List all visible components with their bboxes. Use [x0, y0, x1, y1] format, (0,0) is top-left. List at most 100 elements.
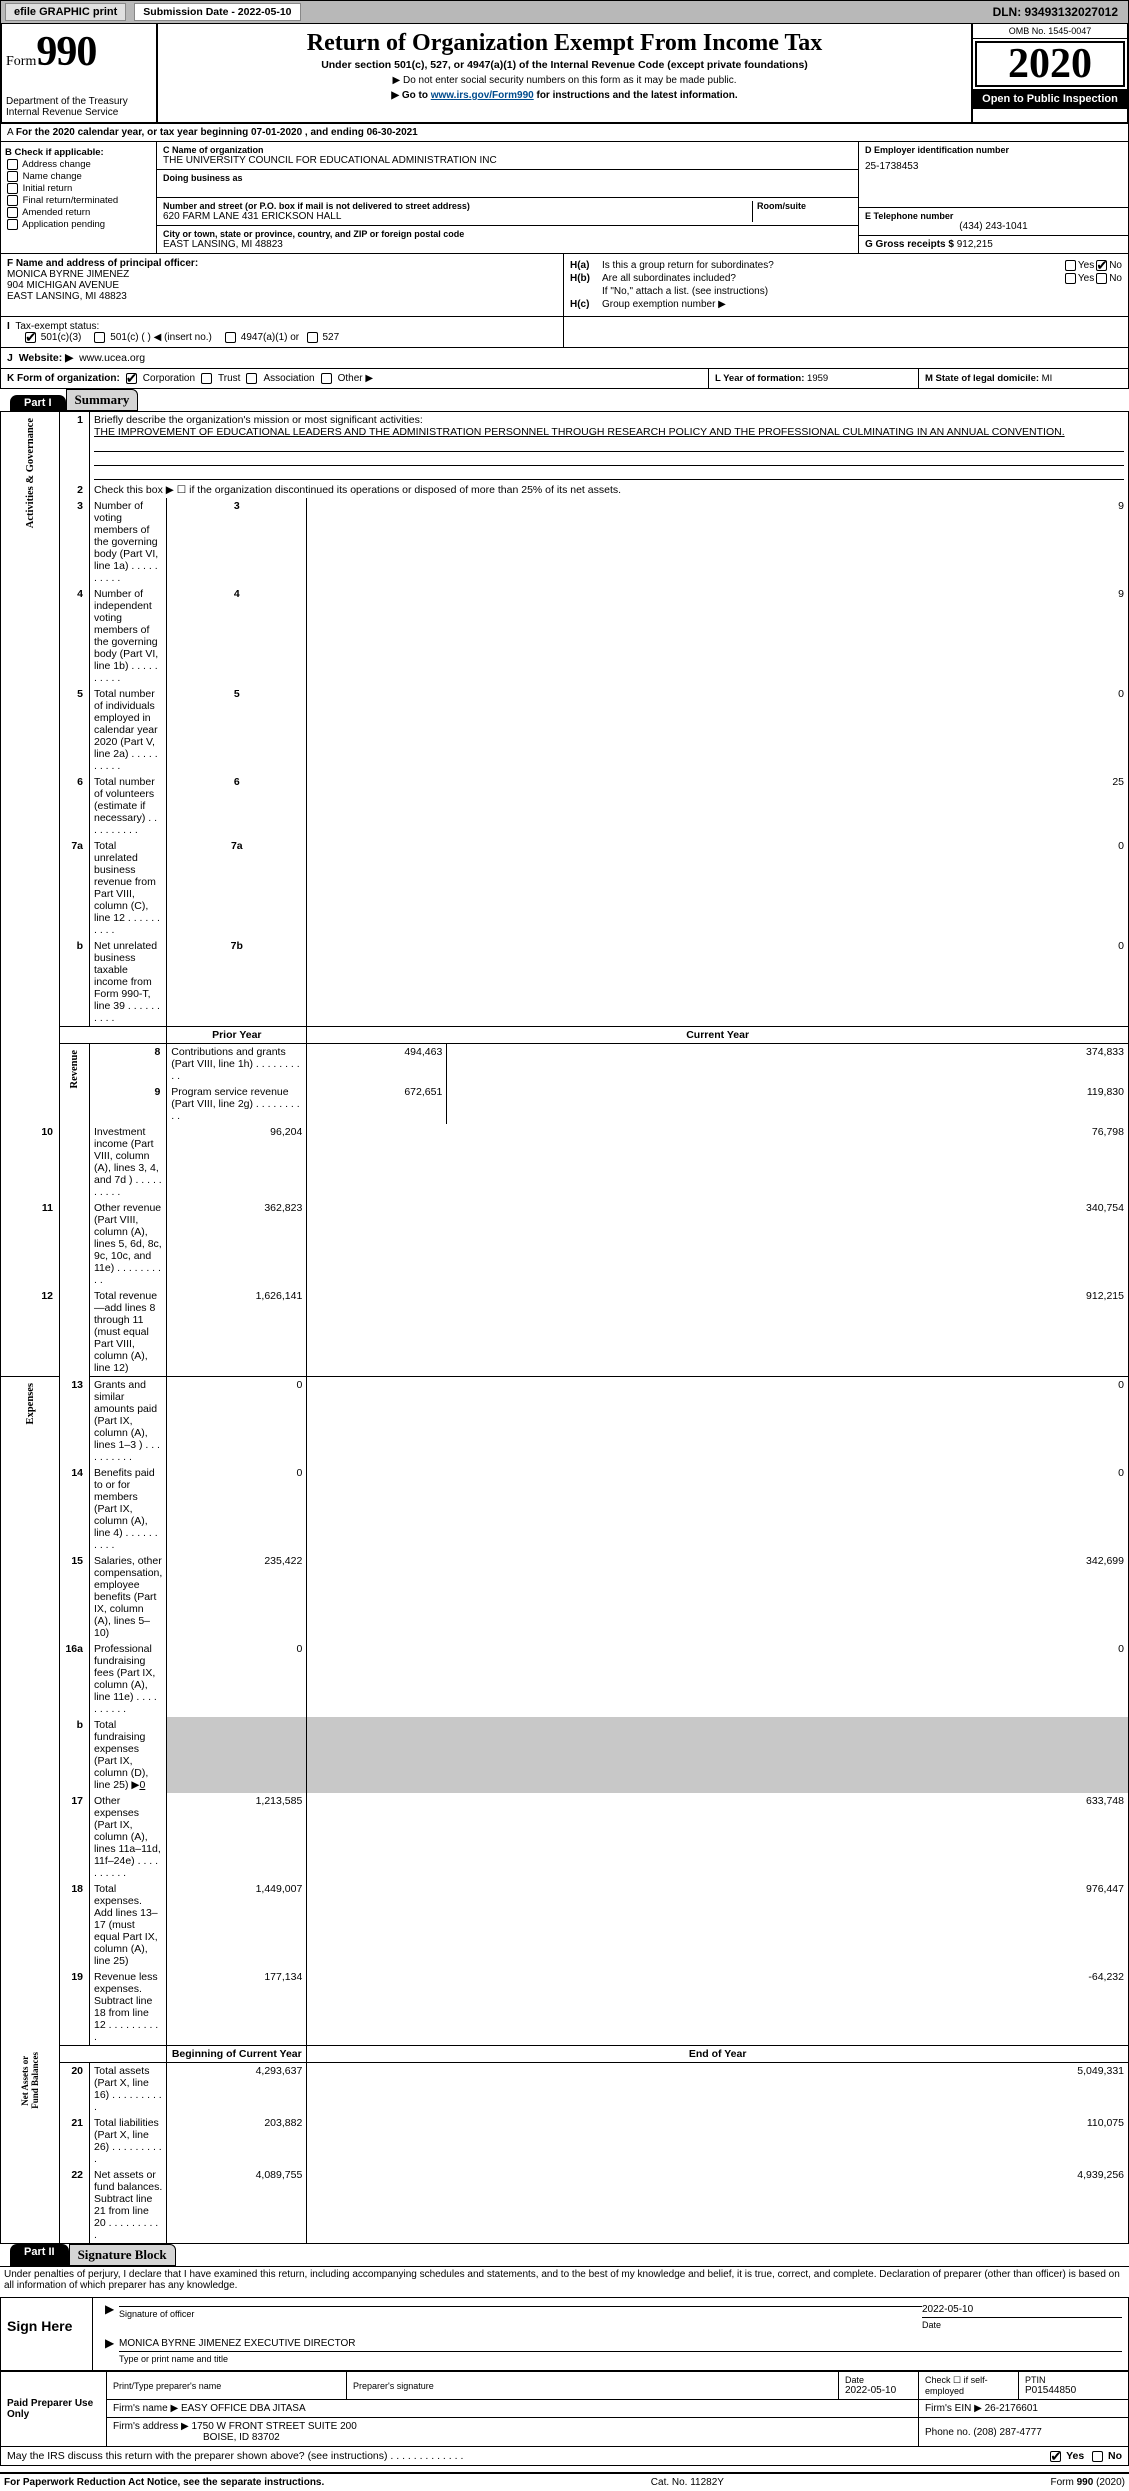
f-label: F Name and address of principal officer: [7, 258, 198, 269]
form-subtitle: Under section 501(c), 527, or 4947(a)(1)… [164, 59, 965, 71]
omb-number: OMB No. 1545-0047 [973, 24, 1127, 39]
check-amended[interactable] [7, 207, 18, 218]
officer-addr2: EAST LANSING, MI 48823 [7, 291, 127, 302]
check-final-return[interactable] [7, 195, 18, 206]
ein-value: 25-1738453 [865, 161, 1122, 172]
hdr-end: End of Year [307, 2046, 1129, 2063]
line7b-label: Net unrelated business taxable income fr… [90, 938, 167, 1027]
line3-val: 9 [307, 498, 1129, 586]
m-label: M State of legal domicile: [925, 373, 1039, 384]
discuss-no[interactable] [1092, 2451, 1103, 2462]
c-name-label: C Name of organization [163, 145, 852, 155]
note-link: ▶ Go to www.irs.gov/Form990 for instruct… [164, 90, 965, 101]
check-501c[interactable] [94, 332, 105, 343]
preparer-label: Paid Preparer Use Only [1, 2372, 107, 2447]
org-city: EAST LANSING, MI 48823 [163, 239, 852, 250]
irs-link[interactable]: www.irs.gov/Form990 [431, 90, 534, 101]
dept-treasury: Department of the Treasury Internal Reve… [6, 96, 152, 118]
officer-typed-name: MONICA BYRNE JIMENEZ EXECUTIVE DIRECTOR [119, 2338, 356, 2349]
efile-button[interactable]: efile GRAPHIC print [5, 3, 126, 21]
check-name-change[interactable] [7, 171, 18, 182]
city-label: City or town, state or province, country… [163, 229, 852, 239]
check-pending[interactable] [7, 219, 18, 230]
e-phone-label: E Telephone number [865, 211, 1122, 221]
footer-left: For Paperwork Reduction Act Notice, see … [4, 2477, 324, 2488]
line15-label: Salaries, other compensation, employee b… [90, 1553, 167, 1641]
line9-label: Program service revenue (Part VIII, line… [167, 1084, 307, 1124]
gross-receipts: 912,215 [957, 239, 993, 250]
room-label: Room/suite [757, 201, 852, 211]
ha-yes[interactable] [1065, 260, 1076, 271]
hdr-beginning: Beginning of Current Year [167, 2046, 307, 2063]
line16b-label: Total fundraising expenses (Part IX, col… [90, 1717, 167, 1793]
d-ein-label: D Employer identification number [865, 145, 1122, 155]
line19-label: Revenue less expenses. Subtract line 18 … [90, 1969, 167, 2046]
hdr-prior: Prior Year [167, 1027, 307, 1044]
sign-here-label: Sign Here [1, 2298, 93, 2370]
topbar: efile GRAPHIC print Submission Date - 20… [0, 0, 1129, 24]
section-ij: I Tax-exempt status: 501(c)(3) 501(c) ( … [0, 317, 1129, 348]
check-other[interactable] [321, 373, 332, 384]
hb-text: Are all subordinates included? [602, 273, 1063, 284]
phone-value: (434) 243-1041 [865, 221, 1122, 232]
prep-name-label: Print/Type preparer's name [113, 2381, 340, 2391]
ha-no[interactable] [1096, 260, 1107, 271]
line8-prior: 494,463 [307, 1044, 447, 1085]
firm-addr2: BOISE, ID 83702 [203, 2432, 280, 2443]
sig-date: 2022-05-10 [922, 2304, 1122, 2315]
addr-label: Number and street (or P.O. box if mail i… [163, 201, 752, 211]
line8-label: Contributions and grants (Part VIII, lin… [167, 1044, 307, 1085]
side-netassets: Net Assets or Fund Balances [20, 2048, 40, 2113]
check-trust[interactable] [201, 373, 212, 384]
hb-yes[interactable] [1065, 273, 1076, 284]
line5-label: Total number of individuals employed in … [90, 686, 167, 774]
line7a-label: Total unrelated business revenue from Pa… [90, 838, 167, 938]
firm-phone-label: Phone no. [925, 2427, 971, 2438]
line10-label: Investment income (Part VIII, column (A)… [90, 1124, 167, 1200]
hb-no[interactable] [1096, 273, 1107, 284]
check-assoc[interactable] [246, 373, 257, 384]
line6-label: Total number of volunteers (estimate if … [90, 774, 167, 838]
declaration-text: Under penalties of perjury, I declare th… [0, 2266, 1129, 2293]
line18-label: Total expenses. Add lines 13–17 (must eq… [90, 1881, 167, 1969]
check-address-change[interactable] [7, 159, 18, 170]
l-label: L Year of formation: [715, 373, 804, 384]
check-4947[interactable] [225, 332, 236, 343]
dln: DLN: 93493132027012 [993, 5, 1124, 19]
line2: Check this box ▶ ☐ if the organization d… [90, 482, 1129, 498]
signature-block: Sign Here ▶ Signature of officer 2022-05… [0, 2297, 1129, 2371]
dba-label: Doing business as [163, 173, 852, 183]
line20-label: Total assets (Part X, line 16) [90, 2063, 167, 2116]
line16a-label: Professional fundraising fees (Part IX, … [90, 1641, 167, 1717]
check-initial-return[interactable] [7, 183, 18, 194]
line7a-val: 0 [307, 838, 1129, 938]
submission-date: Submission Date - 2022-05-10 [134, 3, 300, 21]
check-corp[interactable] [126, 373, 137, 384]
discuss-yes[interactable] [1050, 2451, 1061, 2462]
preparer-table: Paid Preparer Use Only Print/Type prepar… [0, 2371, 1129, 2447]
website-value: www.ucea.org [79, 352, 145, 364]
firm-name: EASY OFFICE DBA JITASA [181, 2403, 306, 2414]
line8-current: 374,833 [447, 1044, 1129, 1085]
prep-sig-label: Preparer's signature [353, 2381, 832, 2391]
line4-label: Number of independent voting members of … [90, 586, 167, 686]
mission-text: THE IMPROVEMENT OF EDUCATIONAL LEADERS A… [94, 426, 1065, 438]
section-klm: K Form of organization: Corporation Trus… [0, 369, 1129, 389]
line17-label: Other expenses (Part IX, column (A), lin… [90, 1793, 167, 1881]
hdr-current: Current Year [307, 1027, 1129, 1044]
check-527[interactable] [307, 332, 318, 343]
year-formation: 1959 [807, 373, 828, 384]
prep-date-label: Date [845, 2375, 912, 2385]
side-expenses: Expenses [25, 1379, 36, 1428]
hc-text: Group exemption number ▶ [602, 299, 726, 310]
line22-label: Net assets or fund balances. Subtract li… [90, 2167, 167, 2244]
k-label: K Form of organization: [7, 373, 120, 384]
check-501c3[interactable] [25, 332, 36, 343]
line14-label: Benefits paid to or for members (Part IX… [90, 1465, 167, 1553]
self-employed-check[interactable]: Check ☐ if self-employed [919, 2372, 1019, 2400]
line13-label: Grants and similar amounts paid (Part IX… [90, 1377, 167, 1466]
ptin-value: P01544850 [1025, 2385, 1122, 2396]
discuss-row: May the IRS discuss this return with the… [0, 2447, 1129, 2466]
org-name: THE UNIVERSITY COUNCIL FOR EDUCATIONAL A… [163, 155, 852, 166]
hc-label: H(c) [570, 299, 602, 310]
